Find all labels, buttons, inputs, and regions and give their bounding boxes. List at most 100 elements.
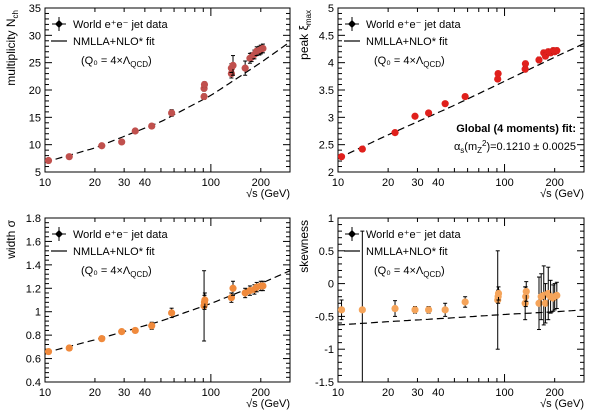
x-tick-label: 40	[139, 387, 151, 399]
data-point	[168, 309, 176, 317]
data-point	[522, 287, 530, 296]
data-point	[98, 142, 106, 150]
data-point	[229, 284, 237, 292]
data-point	[201, 296, 209, 304]
x-tick-label: 10	[39, 387, 51, 399]
legend-param-close: )	[148, 265, 152, 277]
fit-annotation-title: Global (4 moments) fit:	[456, 123, 576, 135]
data-point	[200, 80, 209, 89]
data-point	[148, 122, 156, 130]
x-axis-label: √s (GeV)	[246, 398, 290, 410]
y-tick-label: -0.5	[315, 311, 334, 323]
data-point	[44, 156, 53, 165]
y-tick-label: 4.5	[319, 30, 334, 42]
data-point	[337, 153, 346, 161]
legend-data-label: World e⁺e⁻ jet data	[73, 229, 168, 241]
y-tick-label: 30	[29, 30, 41, 42]
data-point	[521, 60, 530, 68]
y-axis-label: multiplicity Nch	[4, 10, 20, 86]
x-tick-label: 100	[202, 387, 220, 399]
x-tick-label: 30	[411, 387, 423, 399]
data-point	[131, 127, 139, 135]
plot-frame	[337, 217, 585, 383]
data-point	[358, 306, 366, 314]
data-point	[553, 47, 561, 55]
fit-annotation-line2-post: )=0.1210 ± 0.0025	[486, 141, 576, 153]
plot-frame	[44, 7, 291, 173]
legend-param-close: )	[148, 55, 152, 67]
legend-param-main: (Q₀ = 4×Λ	[81, 265, 131, 277]
data-point	[535, 56, 543, 64]
x-tick-label: 200	[252, 387, 270, 399]
legend-data-label: World e⁺e⁻ jet data	[73, 19, 168, 31]
y-tick-label: 0.6	[26, 354, 41, 366]
data-point	[229, 61, 237, 69]
y-tick-label: 0	[328, 279, 334, 291]
data-point	[44, 347, 53, 356]
x-axis-label: √s (GeV)	[540, 188, 584, 200]
y-tick-label: 15	[29, 112, 41, 124]
fit-annotation-value: αs(mZ2)=0.1210 ± 0.0025	[454, 139, 576, 155]
legend-fit-label: NMLLA+NLO* fit	[73, 246, 155, 258]
y-tick-label: 1.8	[26, 213, 41, 225]
legend-param-sub: QCD	[130, 60, 148, 69]
x-tick-label: 200	[545, 177, 563, 189]
legend-param-label: (Q₀ = 4×ΛQCD)	[81, 265, 152, 279]
legend-fit-label: NMLLA+NLO* fit	[366, 36, 448, 48]
fit-annotation-line2-argsup: 2	[482, 139, 487, 148]
x-tick-label: 100	[495, 387, 513, 399]
y-tick-label: 1.2	[26, 283, 41, 295]
x-tick-label: 10	[332, 177, 344, 189]
y-tick-label: 3.5	[319, 85, 334, 97]
data-point	[541, 299, 550, 307]
data-point	[227, 294, 236, 302]
data-point	[553, 291, 561, 300]
data-point	[65, 153, 73, 161]
fit-annotation-line2-arg: (m	[464, 141, 477, 153]
data-point	[411, 112, 419, 120]
legend-fit-label: NMLLA+NLO* fit	[73, 36, 155, 48]
legend-param-main: (Q₀ = 4×Λ	[374, 265, 424, 277]
y-tick-label: 4	[328, 58, 334, 70]
data-point	[441, 306, 449, 314]
legend-param-main: (Q₀ = 4×Λ	[81, 55, 131, 67]
data-point	[494, 289, 503, 298]
legend-marker	[55, 20, 63, 28]
y-axis-label-sub: max	[304, 10, 313, 25]
fit-annotation-line2-pre: α	[454, 141, 461, 153]
data-point	[425, 109, 433, 117]
y-tick-label: -1	[324, 344, 334, 356]
data-point	[461, 92, 469, 101]
legend-param-close: )	[441, 55, 445, 67]
data-point	[425, 306, 433, 314]
x-tick-label: 10	[39, 177, 51, 189]
panel-peak: 2 2.5 3 3.5 4 4.5 5 10 20 30 40 100 200√s (GeV) peak …	[297, 3, 585, 200]
fit-annotation-line2-sub: s	[460, 146, 464, 155]
legend-marker	[55, 230, 63, 238]
data-point	[461, 298, 469, 306]
data-point	[494, 75, 502, 83]
data-point	[494, 70, 502, 78]
y-tick-label: 35	[29, 3, 41, 15]
legend-param-main: (Q₀ = 4×Λ	[374, 55, 424, 67]
x-tick-label: 20	[89, 387, 101, 399]
x-tick-label: 20	[89, 177, 101, 189]
x-tick-label: 30	[411, 177, 423, 189]
legend-param-sub: QCD	[130, 270, 148, 279]
y-tick-label: 0.5	[319, 246, 334, 258]
data-point	[521, 65, 529, 73]
legend-marker	[348, 20, 356, 28]
data-point	[358, 145, 366, 153]
data-point	[131, 326, 139, 335]
data-point	[98, 335, 106, 343]
fit-annotation-line2-argsub: Z	[477, 146, 482, 155]
y-tick-label: 5	[328, 3, 334, 15]
legend-param-sub: QCD	[423, 270, 441, 279]
data-point	[118, 138, 126, 146]
y-tick-label: 20	[29, 85, 41, 97]
x-axis-label: √s (GeV)	[246, 188, 290, 200]
data-point	[241, 64, 249, 72]
x-tick-label: 200	[545, 387, 563, 399]
